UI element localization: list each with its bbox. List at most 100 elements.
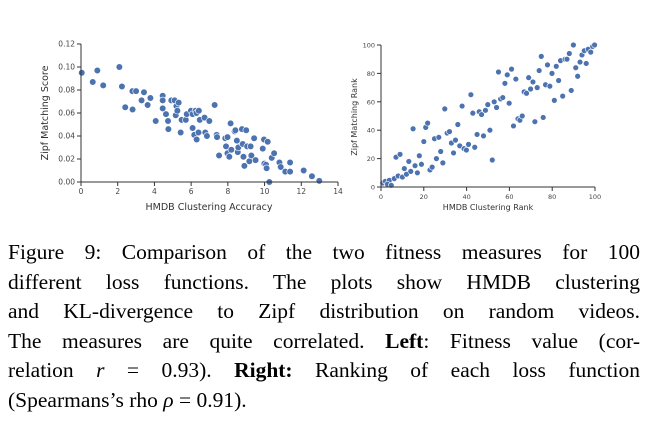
right-data-point [501,80,509,87]
right-data-point [555,77,562,84]
right-data-point [433,155,440,162]
left-data-point [118,82,126,91]
left-x-tick-label: 8 [225,187,230,196]
left-data-point [277,163,285,171]
left-x-tick-label: 2 [115,187,120,196]
right-x-tick-label: 40 [462,193,470,201]
left-data-point [164,125,172,133]
caption-text: (Spearmans’s rho [8,387,164,412]
left-data-point [227,146,235,154]
right-y-axis-label: Zipf Matching Rank [350,78,359,156]
left-data-point [227,119,235,127]
right-data-point [505,100,513,107]
right-data-point [519,112,526,120]
right-data-point [510,122,517,130]
left-data-point [115,63,123,71]
caption-bold-left: Left [385,328,424,353]
left-data-point [162,110,170,118]
right-data-point [540,114,547,121]
right-data-point [452,136,459,144]
left-x-axis-label: HMDB Clustering Accuracy [146,202,273,213]
right-y-tick-label: 60 [367,98,375,106]
right-data-point [396,151,404,158]
left-y-tick-label: 0.12 [58,40,75,49]
left-data-point [259,145,267,153]
left-data-point [250,134,258,142]
left-data-point [89,78,97,86]
left-data-point [223,133,232,141]
left-data-point [175,99,183,107]
right-data-point [437,148,444,155]
right-data-point [527,85,534,93]
right-data-point [480,132,487,140]
right-data-point [478,111,485,118]
left-data-point [159,104,167,112]
left-data-point [146,94,154,102]
left-data-point [213,133,221,141]
right-data-point [450,149,457,157]
right-data-point [559,92,566,100]
left-data-point [159,96,167,104]
right-data-point [574,73,581,80]
left-data-point [300,166,308,175]
right-data-point [523,90,530,97]
left-data-point [247,142,255,150]
right-y-tick-label: 100 [363,42,375,50]
caption-line-1: Figure 9: Comparison of the two fitness … [8,240,640,264]
right-data-point [551,97,558,104]
right-x-tick-label: 60 [505,193,513,201]
right-data-point [416,152,423,159]
right-data-point [489,156,496,164]
right-data-point [553,63,560,70]
left-x-ticks: 0 2 4 6 8 10 12 14 [79,182,343,196]
left-data-point [93,66,101,75]
left-data-point [222,142,230,150]
right-data-point [491,98,498,106]
left-x-tick-label: 10 [260,187,270,196]
right-x-tick-label: 20 [420,193,428,201]
right-data-point [405,158,413,165]
caption-line-5: relation r = 0.93). Right: Ranking of ea… [8,356,640,386]
left-y-tick-label: 0.08 [58,86,75,95]
left-y-tick-label: 0.06 [58,109,75,118]
right-data-point [439,159,447,167]
left-data-point [189,124,197,132]
caption-text: = 0.91). [173,387,247,412]
right-data-point [568,87,575,94]
right-data-point [570,41,577,49]
left-x-tick-label: 0 [79,187,84,196]
left-data-point [152,117,160,125]
left-data-point [205,117,213,125]
left-data-point [262,164,271,172]
caption-text: Ranking of each loss function [292,358,640,382]
right-data-point [428,163,436,171]
right-data-point [441,105,448,113]
left-y-axis-label: Zipf Matching Score [40,65,51,160]
left-x-tick-label: 14 [333,187,343,196]
right-data-point [504,71,511,79]
left-scatter-plot: 0 2 4 6 8 10 12 14 0.00 0.02 0.04 0.06 0.08 0.10 0.12… [40,40,343,214]
left-data-point [173,107,181,115]
left-data-point [164,117,172,125]
right-x-ticks: 0 20 40 60 80 100 [379,187,601,201]
right-data-point [512,75,520,83]
right-points [379,41,598,189]
right-y-tick-label: 20 [367,155,375,163]
left-data-point [144,101,152,109]
right-data-point [414,169,421,177]
left-data-point [195,107,203,115]
left-data-point [286,158,294,167]
right-data-point [463,146,470,154]
right-x-axis-label: HMDB Clustering Rank [443,203,534,212]
caption-bold-right: Right: [234,358,293,382]
right-data-point [499,94,506,101]
left-data-point [264,138,272,146]
right-data-point [469,109,477,117]
right-x-tick-label: 0 [379,193,383,201]
left-data-point [308,172,316,180]
left-data-point [140,88,148,96]
right-data-point [407,168,414,175]
right-data-point [458,102,466,110]
right-data-point [473,131,481,138]
caption-text: = 0.93). [104,358,235,382]
